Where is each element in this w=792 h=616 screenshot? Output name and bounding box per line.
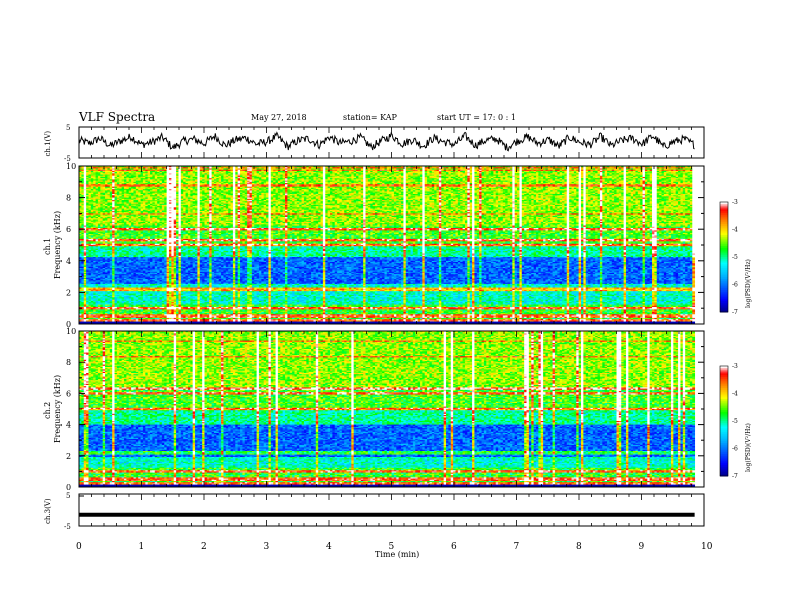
plot-canvas: 5-5ch.1(V)0246810ch.1Frequency (kHz)-3-4… [0,0,792,612]
ch1-ytick-label: 5 [66,124,70,132]
ch1-ylabel: ch.1(V) [44,131,52,157]
station-label: station= KAP [343,113,397,122]
ch1-spectrogram-heatmap [79,166,695,324]
ch1-waveform-line [79,132,695,150]
figure-title: VLF Spectra [79,110,155,124]
vlf-spectra-figure: VLF Spectra May 27, 2018 station= KAP st… [0,0,792,612]
date-label: May 27, 2018 [251,113,307,122]
start-time-label: start UT = 17: 0 : 1 [437,113,516,122]
